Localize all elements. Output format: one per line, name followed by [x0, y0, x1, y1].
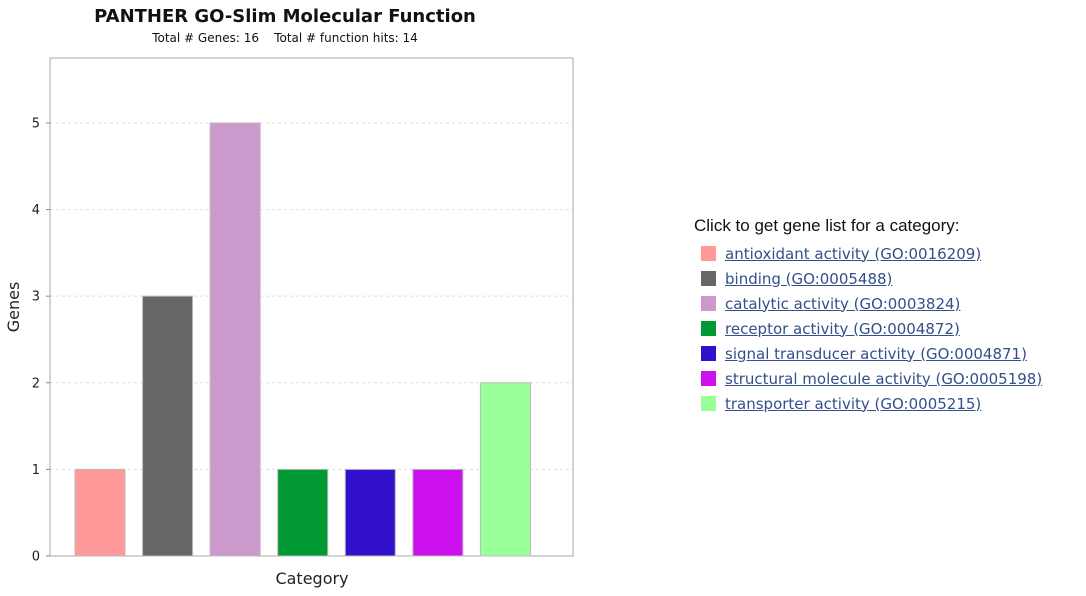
legend-item[interactable]: catalytic activity (GO:0003824) [701, 291, 1042, 316]
legend-link[interactable]: structural molecule activity (GO:0005198… [725, 369, 1043, 388]
legend-heading: Click to get gene list for a category: [694, 216, 960, 235]
legend-item[interactable]: structural molecule activity (GO:0005198… [701, 366, 1042, 391]
legend-item[interactable]: binding (GO:0005488) [701, 266, 1042, 291]
legend-swatch [701, 321, 716, 336]
legend-item[interactable]: transporter activity (GO:0005215) [701, 391, 1042, 416]
legend-swatch [701, 246, 716, 261]
legend-link[interactable]: transporter activity (GO:0005215) [725, 394, 982, 413]
bar-chart: antioxidant activity (GO:0016209): 1 bind… [4, 57, 574, 588]
y-tick-label: 0 [32, 550, 40, 565]
legend-link[interactable]: catalytic activity (GO:0003824) [725, 294, 961, 313]
y-tick-label: 3 [32, 290, 40, 305]
bars-group: antioxidant activity (GO:0016209): 1 bind… [74, 122, 531, 557]
y-tick-label: 4 [32, 203, 40, 218]
bar-4[interactable]: receptor activity (GO:0004872): 1 [277, 468, 329, 557]
legend-items: antioxidant activity (GO:0016209) binding… [694, 241, 1042, 416]
legend-link[interactable]: binding (GO:0005488) [725, 269, 893, 288]
y-tick-label: 2 [32, 376, 40, 391]
bar-6[interactable]: structural molecule activity (GO:0005198… [412, 468, 464, 557]
bar-2[interactable]: binding (GO:0005488): 3 [142, 295, 194, 557]
legend-item[interactable]: antioxidant activity (GO:0016209) [701, 241, 1042, 266]
chart-title: PANTHER GO-Slim Molecular Function [94, 6, 476, 27]
legend-swatch [701, 296, 716, 311]
category-legend: Click to get gene list for a category: a… [694, 216, 1042, 416]
bar-3[interactable]: catalytic activity (GO:0003824): 5 [209, 122, 261, 557]
y-axis-ticks: 0 1 2 3 4 5 [32, 116, 50, 565]
bar-5[interactable]: signal transducer activity (GO:0004871):… [344, 468, 396, 557]
legend-link[interactable]: antioxidant activity (GO:0016209) [725, 244, 982, 263]
legend-swatch [701, 396, 716, 411]
legend-swatch [701, 346, 716, 361]
legend-item[interactable]: signal transducer activity (GO:0004871) [701, 341, 1042, 366]
y-tick-label: 5 [32, 116, 40, 131]
legend-item[interactable]: receptor activity (GO:0004872) [701, 316, 1042, 341]
legend-swatch [701, 371, 716, 386]
bar-1[interactable]: antioxidant activity (GO:0016209): 1 [74, 468, 126, 557]
x-axis-label: Category [275, 569, 348, 588]
chart-subtitle: Total # Genes: 16 Total # function hits:… [152, 31, 418, 45]
y-axis-label: Genes [4, 282, 23, 333]
bar-7[interactable]: transporter activity (GO:0005215): 2 [479, 382, 531, 557]
legend-link[interactable]: receptor activity (GO:0004872) [725, 319, 960, 338]
y-tick-label: 1 [32, 463, 40, 478]
legend-swatch [701, 271, 716, 286]
legend-link[interactable]: signal transducer activity (GO:0004871) [725, 344, 1027, 363]
